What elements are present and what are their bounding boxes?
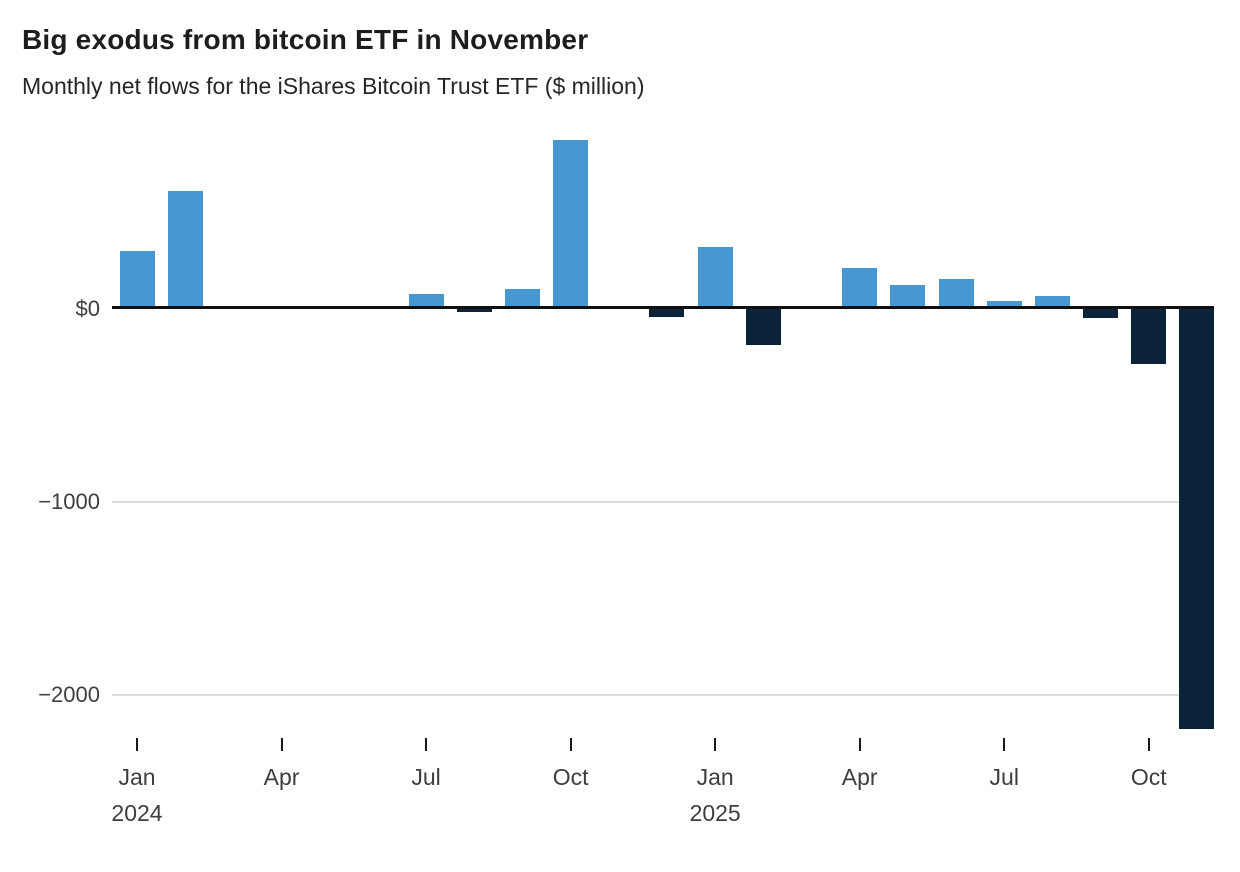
x-axis-tick [714, 738, 717, 751]
x-axis-month-label: Oct [552, 764, 589, 790]
x-axis-month-label: Jan [118, 764, 156, 790]
bar-jul-2025 [986, 301, 1022, 309]
x-axis-tick [425, 738, 428, 751]
bar-nov-2025 [1179, 309, 1215, 729]
y-axis-label: −2000 [38, 682, 100, 707]
x-axis-tick [280, 738, 283, 751]
bar-may-2025 [890, 284, 926, 309]
bar-aug-2024 [456, 309, 492, 312]
x-axis-year-label: 2024 [111, 800, 163, 826]
x-axis-month-label: Oct [1130, 764, 1167, 790]
bar-jan-2024 [119, 251, 155, 309]
x-axis-tick [569, 738, 572, 751]
bar-jul-2024 [408, 293, 444, 309]
x-axis-tick [858, 738, 861, 751]
bar-dec-2024 [649, 309, 685, 317]
x-axis-month-label: Jul [411, 764, 441, 790]
x-axis-month-label: Jul [989, 764, 1019, 790]
bar-apr-2025 [842, 267, 878, 309]
bar-feb-2024 [167, 191, 203, 309]
x-axis-tick [1147, 738, 1150, 751]
y-axis-label: −1000 [38, 489, 100, 514]
bar-jun-2025 [938, 279, 974, 309]
bar-oct-2025 [1131, 309, 1167, 364]
bar-sep-2024 [504, 288, 540, 309]
x-axis-month-label: Jan [696, 764, 734, 790]
x-axis-month-label: Apr [841, 764, 878, 790]
bar-feb-2025 [745, 309, 781, 345]
bar-sep-2025 [1083, 309, 1119, 318]
x-axis-year-label: 2025 [689, 800, 741, 826]
x-axis-tick [136, 738, 138, 751]
bar-aug-2025 [1034, 296, 1070, 309]
x-axis-tick [1003, 738, 1006, 751]
bar-jan-2025 [697, 247, 733, 309]
y-axis-label: $0 [75, 296, 100, 321]
x-axis-month-label: Apr [263, 764, 300, 790]
gridline [112, 501, 1214, 503]
chart-title: Big exodus from bitcoin ETF in November [22, 24, 589, 55]
gridline [112, 694, 1214, 696]
bar-oct-2024 [553, 140, 589, 309]
chart-subtitle: Monthly net flows for the iShares Bitcoi… [22, 73, 645, 99]
zero-line [112, 306, 1214, 309]
